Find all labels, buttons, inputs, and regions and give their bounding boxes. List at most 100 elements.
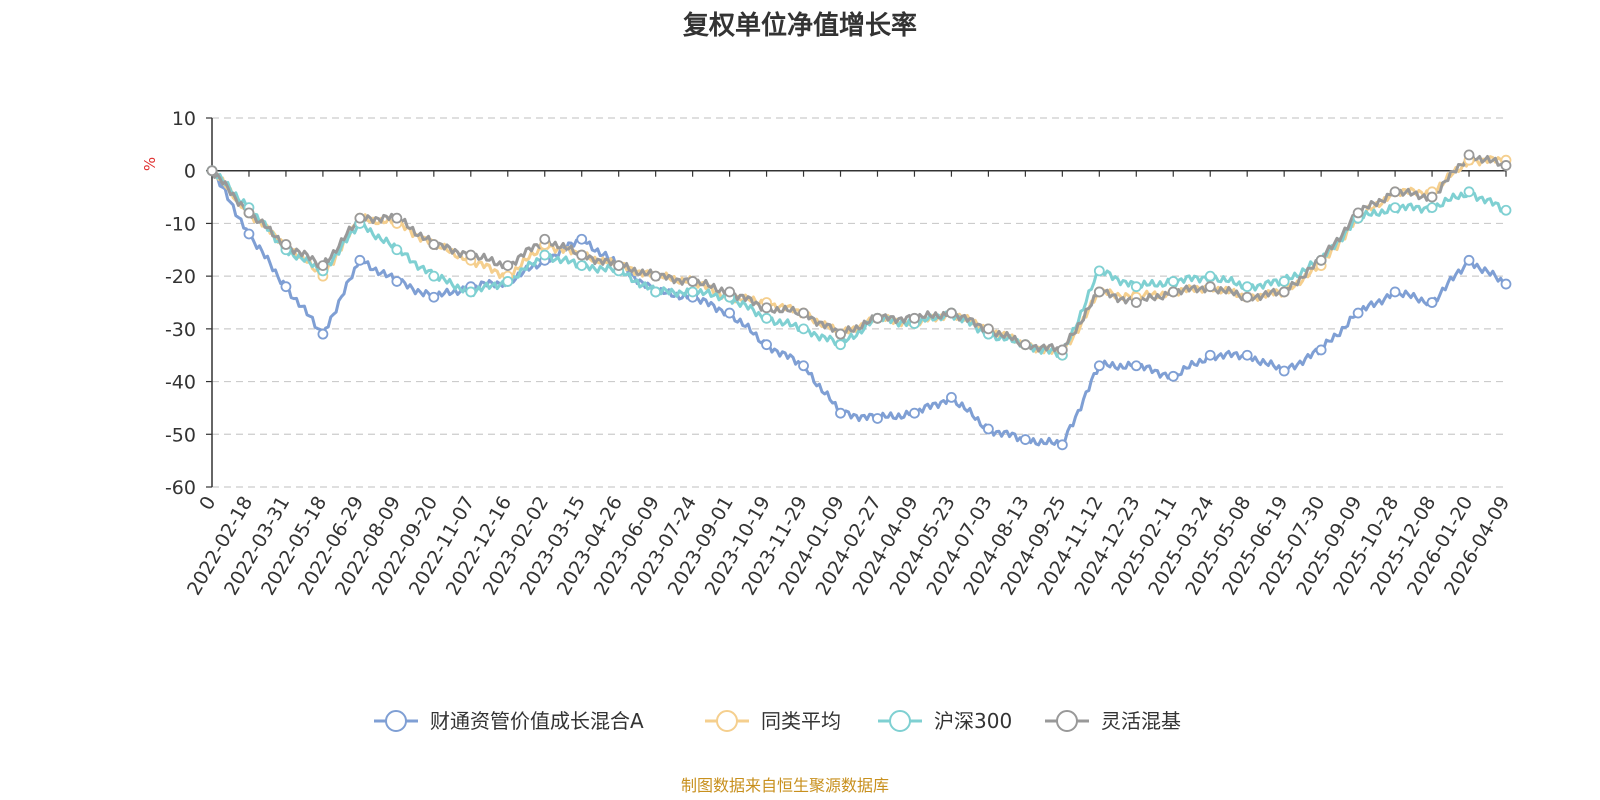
data-point (1056, 439, 1068, 451)
data-point (1315, 254, 1327, 266)
data-point (909, 407, 920, 419)
data-point (1093, 360, 1105, 372)
legend-item[interactable]: 同类平均 (705, 709, 841, 733)
y-axis-unit: % (141, 157, 159, 171)
legend-circle-symbol (716, 710, 738, 732)
series-lines (210, 151, 1508, 448)
data-point (502, 276, 514, 287)
axes (206, 117, 1507, 488)
data-point (1352, 207, 1364, 219)
data-point (687, 286, 699, 298)
data-point (1389, 186, 1401, 198)
data-point (798, 323, 809, 335)
data-point (613, 260, 625, 272)
data-point (798, 307, 809, 319)
y-tick-label: -40 (165, 372, 196, 394)
data-point (391, 276, 403, 287)
data-point (1167, 370, 1179, 382)
data-point (428, 291, 440, 303)
data-point (1426, 297, 1438, 308)
legend-circle-symbol (889, 710, 911, 732)
data-point (539, 249, 551, 261)
data-point (1463, 186, 1475, 198)
legend-item[interactable]: 沪深300 (878, 709, 1012, 733)
data-point (1167, 286, 1179, 298)
data-point (1426, 202, 1438, 214)
legend-label: 沪深300 (934, 709, 1012, 733)
data-point (909, 312, 920, 324)
grid-lines (212, 117, 1506, 488)
legend-item[interactable]: 财通资管价值成长混合A (374, 709, 644, 733)
data-point (1130, 297, 1142, 308)
data-point (650, 270, 662, 282)
data-point (1463, 149, 1475, 161)
data-point (317, 328, 329, 340)
legend-item[interactable]: 灵活混基 (1045, 709, 1181, 733)
data-point (1130, 360, 1142, 372)
data-point (761, 302, 772, 314)
data-point (206, 165, 218, 177)
data-point (1130, 281, 1142, 293)
legend-circle-symbol (1056, 710, 1078, 732)
legend-label: 同类平均 (761, 709, 841, 733)
chart-title: 复权单位净值增长率 (683, 10, 917, 41)
data-point (243, 207, 255, 219)
legend-label: 灵活混基 (1101, 709, 1181, 733)
data-point (1315, 344, 1327, 356)
data-point (317, 260, 329, 272)
data-point (1204, 349, 1216, 361)
data-point (428, 270, 440, 282)
data-point (761, 312, 772, 324)
y-tick-label: -50 (165, 424, 196, 446)
data-point (1056, 344, 1068, 356)
data-point (428, 239, 440, 250)
y-tick-label: -10 (165, 213, 196, 235)
data-point (280, 239, 292, 250)
data-point (687, 276, 699, 287)
data-point (835, 328, 846, 340)
y-tick-label: 0 (184, 161, 196, 183)
data-point (502, 260, 514, 272)
data-point (465, 249, 477, 261)
data-point (946, 307, 957, 319)
data-point (1241, 291, 1253, 303)
data-point (761, 339, 772, 351)
series-line (210, 170, 1507, 448)
data-point (354, 254, 366, 266)
data-point (1500, 160, 1512, 171)
data-point (835, 339, 846, 351)
data-point (1278, 365, 1290, 377)
legend-circle-symbol (385, 710, 407, 732)
data-point (576, 249, 588, 261)
data-point (576, 260, 588, 272)
data-point (465, 286, 477, 298)
series-markers (206, 149, 1512, 451)
data-point (1241, 281, 1253, 293)
data-point (1389, 202, 1401, 214)
data-point (872, 312, 883, 324)
y-tick-labels: 10 0 -10 -20 -30 -40 -50 -60 (165, 108, 196, 499)
y-tick-label: 10 (172, 108, 196, 130)
legend[interactable]: 财通资管价值成长混合A 同类平均 沪深300 灵活混基 (374, 709, 1181, 733)
data-point (1500, 278, 1512, 290)
data-point (576, 233, 588, 245)
data-point (1019, 339, 1031, 351)
data-point (539, 233, 551, 245)
data-point (1426, 191, 1438, 203)
data-point (946, 391, 957, 403)
y-tick-label: -30 (165, 319, 196, 341)
data-point (391, 212, 403, 224)
data-point (1241, 349, 1253, 361)
data-point (1204, 270, 1216, 282)
y-tick-label: -60 (165, 477, 196, 499)
x-tick-label: 0 (195, 493, 220, 514)
data-point (1463, 254, 1475, 266)
legend-label: 财通资管价值成长混合A (430, 709, 644, 733)
data-point (280, 281, 292, 293)
data-point (724, 286, 735, 298)
data-point (1352, 307, 1364, 319)
series-line (210, 151, 1508, 353)
data-point (650, 286, 662, 298)
x-tick-labels: 02022-02-182022-03-312022-05-182022-06-2… (183, 493, 1514, 600)
